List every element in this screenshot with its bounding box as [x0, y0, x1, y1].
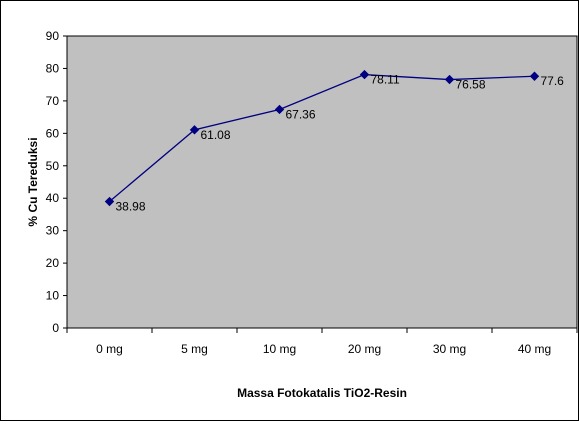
data-label-2: 67.36	[286, 107, 316, 121]
y-tick-label-5: 50	[46, 159, 60, 173]
y-tick-label-6: 60	[46, 126, 60, 140]
y-axis-title: % Cu Tereduksi	[26, 137, 40, 226]
data-point-3	[359, 69, 370, 80]
data-label-0: 38.98	[116, 200, 146, 214]
x-tick-label-1: 5 mg	[181, 342, 208, 356]
y-tick-label-3: 30	[46, 224, 60, 238]
data-labels: 38.98 61.08 67.36 78.11 76.58 77.6	[116, 73, 565, 214]
y-tick-label-1: 10	[46, 289, 60, 303]
y-tick-label-7: 70	[46, 94, 60, 108]
y-tick-label-0: 0	[52, 321, 59, 335]
y-tick-label-8: 80	[46, 61, 60, 75]
data-label-4: 76.58	[456, 78, 486, 92]
x-tick-label-3: 20 mg	[348, 342, 381, 356]
x-tick-label-2: 10 mg	[263, 342, 296, 356]
data-label-5: 77.6	[541, 74, 565, 88]
x-tick-label-0: 0 mg	[96, 342, 123, 356]
y-tick-label-9: 90	[46, 29, 60, 43]
plot-area	[66, 35, 578, 329]
data-point-1	[189, 125, 200, 135]
y-axis: 0 10 20 30 40 50 60 70 80 90	[46, 29, 67, 335]
data-points	[104, 69, 540, 207]
data-point-5	[529, 71, 540, 81]
data-point-2	[274, 104, 285, 115]
data-label-3: 78.11	[371, 73, 400, 87]
data-point-4	[444, 74, 455, 85]
data-label-1: 61.08	[201, 128, 231, 142]
x-axis: 0 mg 5 mg 10 mg 20 mg 30 mg 40 mg	[66, 328, 578, 356]
x-tick-label-5: 40 mg	[518, 342, 551, 356]
y-tick-label-2: 20	[46, 256, 60, 270]
x-tick-label-4: 30 mg	[433, 342, 466, 356]
series-line	[109, 73, 535, 203]
y-tick-label-4: 40	[46, 191, 60, 205]
data-point-0	[104, 196, 115, 207]
x-axis-title: Massa Fotokatalis TiO2-Resin	[237, 386, 407, 400]
